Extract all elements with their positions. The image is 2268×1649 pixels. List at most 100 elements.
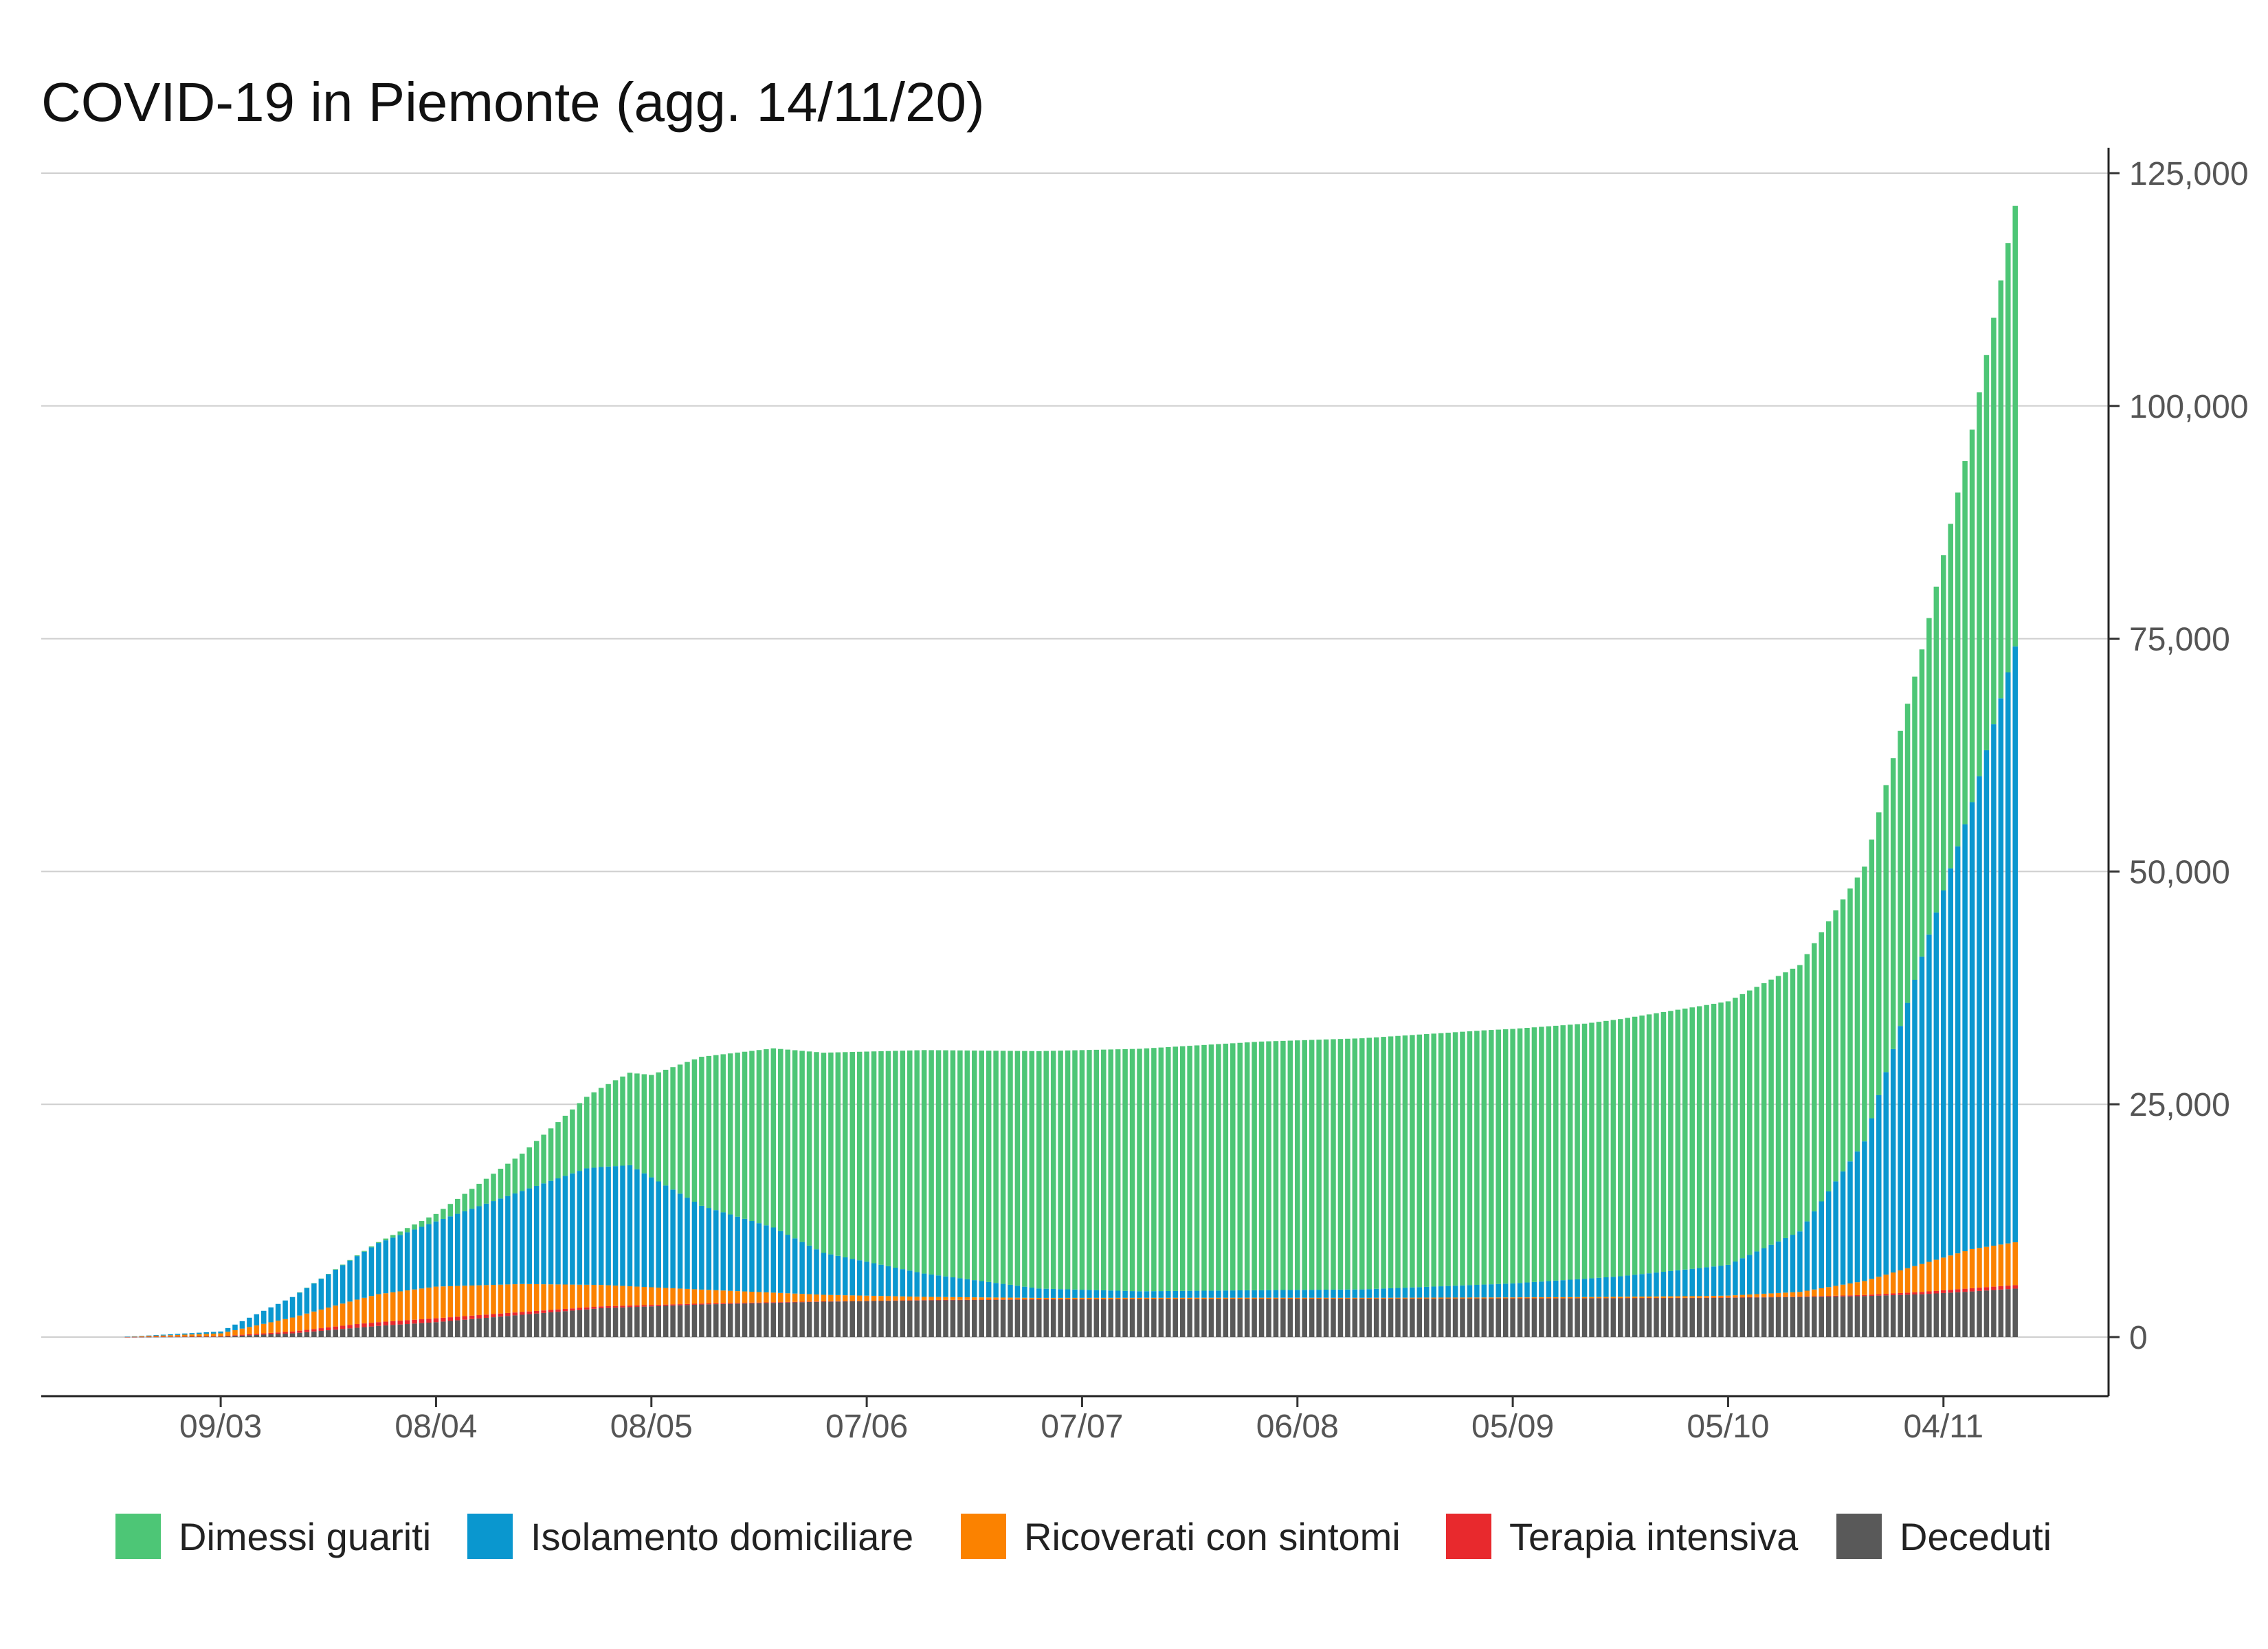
bar-segment [1904, 1294, 1911, 1337]
bar-segment [986, 1051, 992, 1282]
bar-segment [1991, 317, 1997, 725]
bar-segment [498, 1313, 504, 1317]
bar-segment [1668, 1298, 1674, 1337]
bar-segment [828, 1301, 834, 1337]
bar-segment [814, 1294, 819, 1302]
bar-segment [412, 1319, 417, 1324]
bar-segment [1115, 1297, 1121, 1299]
bar-segment [404, 1324, 410, 1337]
y-tick-label: 50,000 [2129, 854, 2230, 890]
bar-segment [1682, 1298, 1688, 1337]
bar-segment [1739, 1258, 1746, 1295]
bar-segment [1122, 1290, 1128, 1298]
bar-segment [1194, 1299, 1200, 1337]
bar-segment [505, 1312, 511, 1316]
bar-segment [1101, 1299, 1107, 1300]
bar-segment [1854, 1151, 1860, 1283]
bar-segment [1883, 1295, 1889, 1337]
x-tick-label: 05/10 [1687, 1409, 1769, 1445]
bar-segment [843, 1301, 848, 1337]
bar-segment [289, 1317, 296, 1332]
bar-segment [1058, 1299, 1063, 1337]
bar-segment [1122, 1048, 1128, 1291]
bar-segment [685, 1198, 690, 1289]
bar-segment [1230, 1297, 1236, 1299]
bar-segment [864, 1295, 869, 1301]
bar-segment [1926, 618, 1932, 935]
bar-segment [1230, 1290, 1236, 1298]
bar-segment [770, 1303, 777, 1337]
bar-segment [2005, 1243, 2011, 1286]
bar-segment [132, 1336, 137, 1337]
bar-segment [1747, 1297, 1753, 1298]
bar-segment [864, 1051, 869, 1262]
bar-segment [1065, 1299, 1071, 1300]
bar-segment [1869, 1118, 1875, 1279]
bar-segment [1302, 1290, 1307, 1298]
bar-segment [1933, 1290, 1939, 1294]
bar-segment [1460, 1285, 1465, 1298]
bar-segment [1337, 1289, 1344, 1298]
bar-segment [986, 1297, 992, 1300]
bar-segment [935, 1297, 942, 1301]
bar-segment [1280, 1297, 1286, 1299]
bar-segment [641, 1074, 647, 1174]
bar-segment [1058, 1297, 1063, 1299]
bar-segment [318, 1279, 324, 1310]
bar-segment [362, 1297, 367, 1324]
bar-segment [1962, 824, 1968, 1252]
bar-segment [1812, 943, 1817, 1212]
bar-segment [1890, 1293, 1896, 1296]
bar-segment [1739, 994, 1746, 1259]
bar-segment [1754, 1251, 1759, 1294]
bar-segment [677, 1305, 683, 1337]
bar-segment [268, 1322, 274, 1333]
bar-segment [1603, 1277, 1609, 1297]
bar-segment [856, 1301, 863, 1337]
bar-segment [1998, 280, 2004, 699]
x-tick-label: 08/05 [610, 1409, 693, 1445]
bar-segment [1639, 1298, 1645, 1337]
bar-segment [1603, 1298, 1609, 1337]
bar-segment [1108, 1299, 1113, 1337]
bar-segment [1438, 1297, 1444, 1299]
bar-segment [533, 1185, 540, 1284]
bar-segment [1912, 1292, 1917, 1294]
bar-segment [1000, 1297, 1006, 1300]
bar-segment [1273, 1299, 1279, 1337]
bar-segment [548, 1180, 554, 1285]
bar-segment [1689, 1296, 1695, 1298]
bar-segment [1072, 1299, 1078, 1337]
bar-segment [1962, 1288, 1968, 1292]
bar-segment [160, 1334, 166, 1336]
bar-segment [1840, 1295, 1846, 1297]
bar-segment [1273, 1041, 1279, 1290]
bar-segment [1718, 1297, 1724, 1337]
bar-segment [548, 1128, 554, 1181]
bar-segment [1567, 1024, 1573, 1280]
bar-segment [670, 1305, 676, 1337]
bar-segment [441, 1209, 446, 1219]
bar-segment [1093, 1299, 1100, 1300]
bar-segment [1431, 1298, 1436, 1337]
bar-segment [1022, 1299, 1027, 1300]
bar-segment [979, 1299, 984, 1301]
bar-segment [1739, 1297, 1746, 1298]
bar-segment [1632, 1016, 1638, 1275]
bar-segment [735, 1291, 740, 1303]
bar-segment [1309, 1040, 1315, 1290]
bar-segment [778, 1292, 783, 1303]
bar-segment [275, 1332, 281, 1334]
bar-segment [1287, 1297, 1293, 1299]
bar-segment [1460, 1297, 1465, 1299]
bar-segment [935, 1050, 942, 1276]
bar-segment [1919, 1264, 1925, 1292]
y-axis-ticks: 0 25,000 50,000 75,000 100,000 125,000 [2109, 156, 2249, 1356]
legend-label: Ricoverati con sintomi [1024, 1515, 1401, 1558]
bar-segment [1761, 983, 1767, 1248]
bar-segment [972, 1299, 977, 1301]
bar-segment [1618, 1297, 1623, 1299]
bar-segment [1768, 1293, 1774, 1297]
bar-segment [1696, 1298, 1702, 1337]
bar-segment [620, 1305, 625, 1308]
